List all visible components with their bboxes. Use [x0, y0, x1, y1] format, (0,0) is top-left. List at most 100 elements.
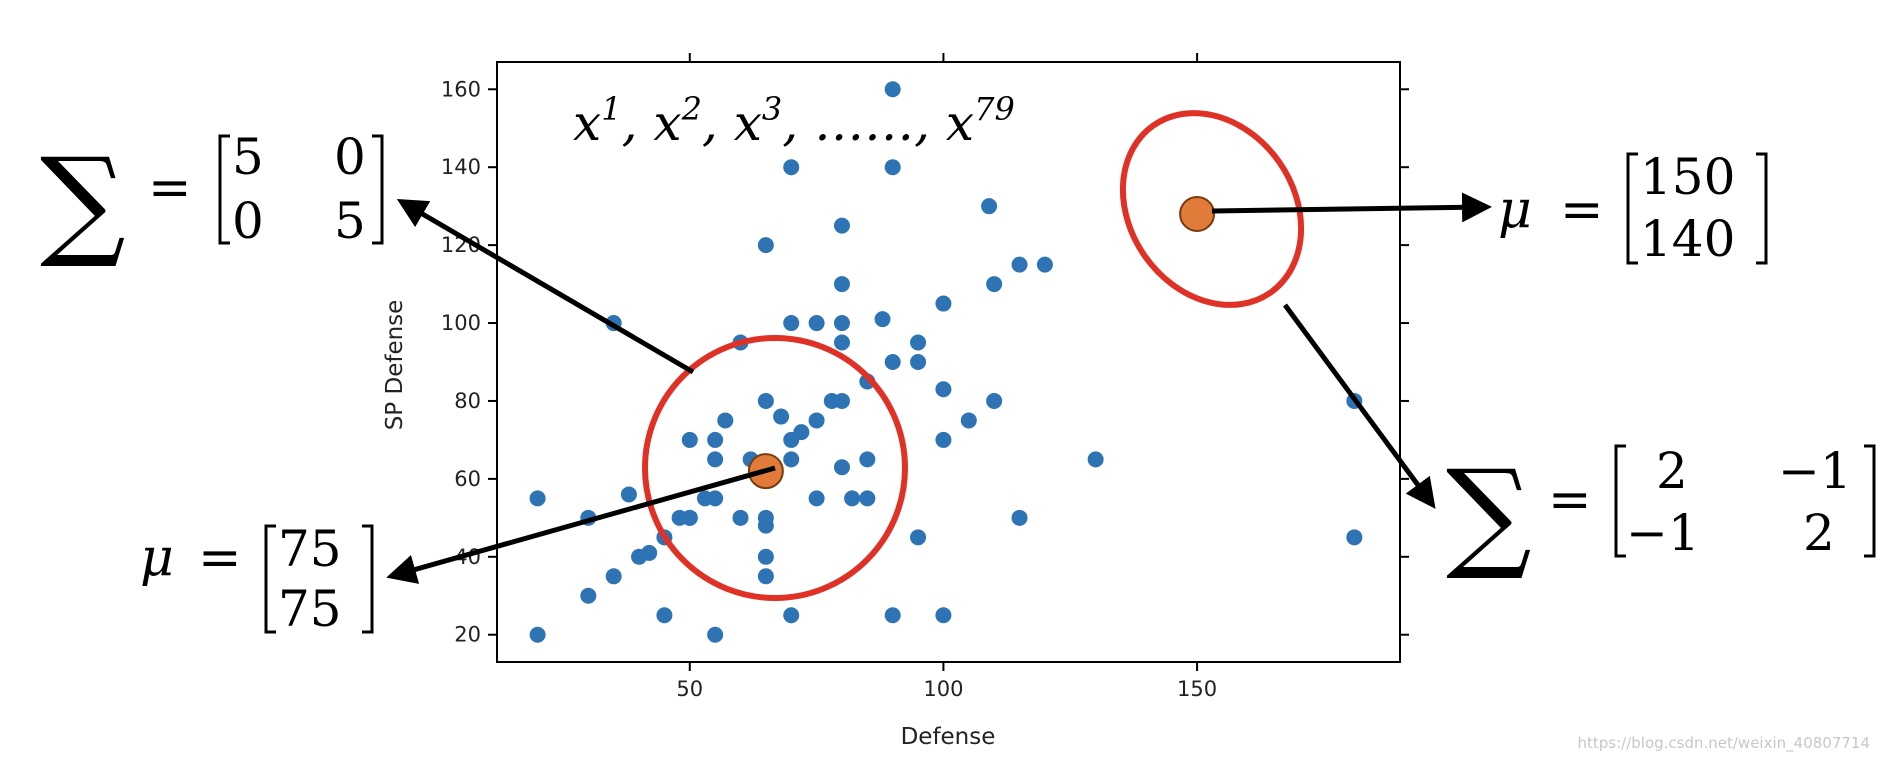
scatter-point — [1036, 256, 1053, 273]
matrix-right-bracket — [372, 134, 384, 245]
scatter-point — [935, 295, 952, 312]
scatter-point — [833, 315, 850, 332]
scatter-point — [884, 81, 901, 98]
scatter-point — [884, 607, 901, 624]
annotation-arrows — [386, 192, 1492, 584]
scatter-point — [783, 607, 800, 624]
scatter-point — [707, 626, 724, 643]
vector-cell: 75 — [278, 520, 342, 578]
equals-sign: = — [1548, 470, 1592, 530]
y-tick-label: 100 — [441, 311, 481, 335]
matrix-left-bracket — [1614, 444, 1626, 558]
scatter-point — [910, 354, 927, 370]
scatter-point — [884, 159, 901, 176]
scatter-point — [793, 424, 810, 441]
watermark: https://blog.csdn.net/weixin_40807714 — [1577, 734, 1870, 753]
scatter-point — [620, 486, 637, 503]
scatter-point — [833, 276, 850, 293]
scatter-point — [1011, 509, 1028, 526]
scatter-point — [732, 509, 749, 526]
scatter-point — [757, 237, 774, 254]
component-1-ring — [642, 335, 908, 601]
scatter-point — [986, 392, 1003, 409]
plot-area — [496, 61, 1401, 663]
scatter-point — [707, 490, 724, 507]
sigma-left-annotation: ∑ = 5 0 0 5 — [40, 128, 384, 272]
mu-symbol: μ — [1498, 180, 1532, 240]
scatter-point — [681, 431, 698, 448]
sigma-symbol: ∑ — [1446, 445, 1532, 584]
scatter-point — [783, 159, 800, 176]
scatter-point — [1011, 256, 1028, 273]
gaussian-components — [642, 110, 1305, 601]
component-mean-point — [1179, 195, 1216, 232]
samples-label: x1, x2, x3, ……, x79 — [573, 90, 1015, 152]
scatter-point — [717, 412, 734, 429]
scatter-point — [783, 315, 800, 332]
scatter-point — [757, 392, 774, 409]
arrow-to-mu-right — [1211, 192, 1492, 223]
scatter-point — [605, 568, 622, 585]
scatter-point — [681, 509, 698, 526]
vector-right-bracket — [362, 524, 374, 634]
scatter-point — [641, 544, 658, 561]
scatter-point — [833, 459, 850, 476]
arrow-to-mu-left — [386, 465, 776, 584]
scatter-point — [833, 392, 850, 409]
scatter-point — [773, 408, 790, 425]
y-tick-label: 160 — [441, 77, 481, 101]
scatter-point — [859, 451, 876, 468]
vector-cell: 140 — [1640, 210, 1735, 268]
mu-left-annotation: μ = 75 75 — [140, 520, 374, 638]
scatter-point — [757, 509, 774, 526]
scatter-point — [960, 412, 977, 429]
matrix-cell: 5 — [334, 192, 366, 250]
scatter-point — [935, 431, 952, 448]
matrix-cell: −1 — [1778, 442, 1852, 500]
scatter-point — [580, 587, 597, 604]
scatter-point — [707, 431, 724, 448]
equals-sign: = — [1560, 180, 1604, 240]
scatter-point — [910, 334, 927, 351]
x-axis-label: Defense — [901, 724, 996, 750]
vector-left-bracket — [1626, 152, 1638, 265]
matrix-cell: −1 — [1626, 504, 1700, 562]
scatter-point — [884, 354, 901, 370]
scatter-point — [783, 451, 800, 468]
scatter-point — [935, 607, 952, 624]
vector-cell: 150 — [1640, 148, 1735, 206]
y-axis-label: SP Defense — [382, 300, 408, 431]
scatter-point — [986, 276, 1003, 293]
equals-sign: = — [148, 158, 192, 218]
scatter-point — [1087, 451, 1104, 468]
mu-right-annotation: μ = 150 140 — [1498, 148, 1768, 268]
matrix-right-bracket — [1864, 444, 1876, 558]
arrow-to-sigma-left — [396, 198, 695, 375]
scatter-point — [808, 490, 825, 507]
x-tick-label: 100 — [923, 677, 963, 701]
y-tick-label: 20 — [454, 623, 481, 647]
sigma-right-annotation: ∑ = 2 −1 −1 2 — [1446, 442, 1876, 584]
scatter-point — [808, 412, 825, 429]
matrix-left-bracket — [218, 134, 230, 245]
y-tick-label: 60 — [454, 467, 481, 491]
scatter-point — [757, 568, 774, 585]
scatter-point — [808, 315, 825, 332]
scatter-point — [910, 529, 927, 546]
matrix-cell: 2 — [1803, 504, 1835, 562]
arrow-to-sigma-right — [1282, 303, 1436, 509]
equals-sign: = — [198, 528, 242, 588]
scatter-point — [529, 626, 546, 643]
x-tick-label: 50 — [676, 677, 703, 701]
vector-cell: 75 — [278, 580, 342, 638]
y-tick-label: 140 — [441, 155, 481, 179]
matrix-cell: 2 — [1656, 442, 1688, 500]
matrix-cell: 5 — [232, 128, 264, 186]
scatter-point — [1346, 529, 1363, 546]
scatter-point — [844, 490, 861, 507]
vector-right-bracket — [1756, 152, 1768, 265]
vector-left-bracket — [264, 524, 276, 634]
scatter-point — [707, 451, 724, 468]
